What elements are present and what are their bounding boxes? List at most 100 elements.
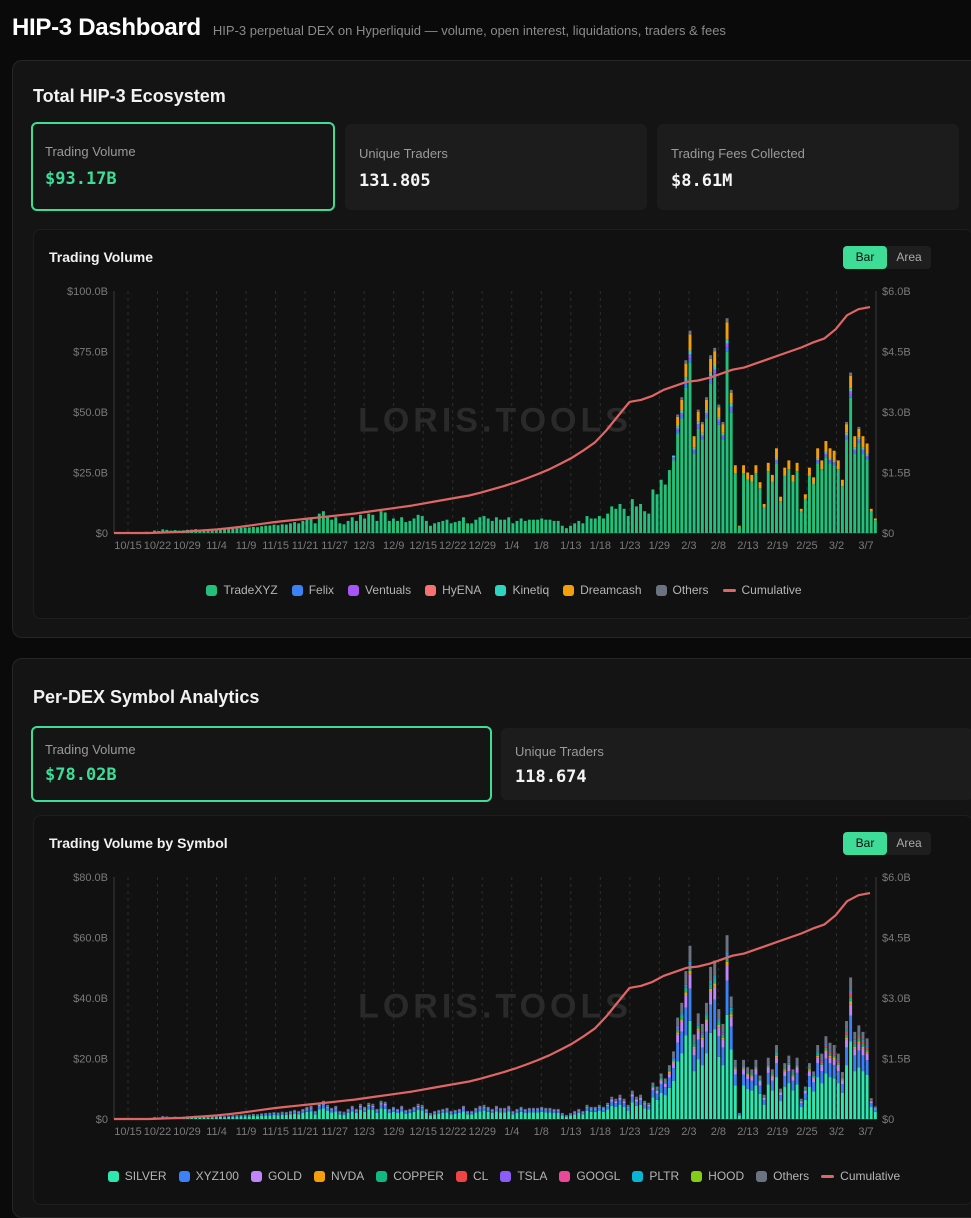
bar-segment-tradexyz	[425, 521, 428, 533]
bar-segment-ventuals	[853, 450, 856, 452]
bar-segment-silver	[227, 1117, 230, 1119]
bar-segment-others	[837, 1054, 840, 1060]
legend-swatch	[559, 1171, 570, 1182]
bar-segment-tsla	[730, 1009, 733, 1010]
chart-title: Trading Volume by Symbol	[49, 835, 228, 851]
bar-segment-others	[643, 1101, 646, 1103]
bar-segment-tradexyz	[824, 458, 827, 533]
bar-segment-gold	[705, 1022, 708, 1032]
bar-segment-pltr	[754, 1065, 757, 1066]
bar-segment-copper	[792, 1074, 795, 1076]
bar-segment-xyz100	[310, 1109, 313, 1112]
bar-segment-silver	[775, 1077, 778, 1119]
bar-segment-xyz100	[759, 1086, 762, 1094]
bar-segment-tsla	[787, 1062, 790, 1063]
bar-segment-others	[676, 1018, 679, 1027]
bar-segment-silver	[619, 1105, 622, 1119]
stat-card-trading-volume[interactable]: Trading Volume $93.17B	[31, 122, 335, 211]
bar-segment-xyz100	[824, 1059, 827, 1074]
bar-segment-others	[384, 1102, 387, 1104]
legend-item-tsla[interactable]: TSLA	[500, 1169, 547, 1183]
legend-item-felix[interactable]: Felix	[292, 583, 334, 597]
bar-segment-copper	[697, 1025, 700, 1028]
legend-item-pltr[interactable]: PLTR	[632, 1169, 679, 1183]
bar-segment-silver	[491, 1113, 494, 1119]
bar-segment-silver	[417, 1110, 420, 1119]
legend-item-kinetiq[interactable]: Kinetiq	[495, 583, 549, 597]
bar-segment-gold	[750, 1077, 753, 1081]
legend-item-tradexyz[interactable]: TradeXYZ	[206, 583, 277, 597]
watermark: LORIS.TOOLS	[358, 401, 632, 439]
bar-segment-silver	[215, 1117, 218, 1119]
legend-item-nvda[interactable]: NVDA	[314, 1169, 364, 1183]
legend-item-cumulative[interactable]: Cumulative	[821, 1169, 900, 1183]
bar-segment-gold	[734, 1070, 737, 1075]
bar-segment-gold	[466, 1112, 469, 1113]
bar-segment-others	[623, 1099, 626, 1101]
bar-segment-others	[746, 1067, 749, 1072]
bar-toggle-button[interactable]: Bar	[843, 832, 887, 855]
bar-segment-xyz100	[676, 1043, 679, 1062]
bar-segment-silver	[602, 1112, 605, 1119]
bar-segment-ventuals	[721, 435, 724, 437]
bar-segment-tsla	[820, 1060, 823, 1061]
legend-item-xyz100[interactable]: XYZ100	[179, 1169, 239, 1183]
bar-segment-xyz100	[380, 1105, 383, 1109]
bar-segment-dreamcash	[693, 436, 696, 448]
legend-item-silver[interactable]: SILVER	[108, 1169, 167, 1183]
bar-segment-ventuals	[862, 450, 865, 452]
bar-segment-kinetiq	[680, 411, 683, 414]
legend-item-hood[interactable]: HOOD	[691, 1169, 744, 1183]
bar-toggle-button[interactable]: Bar	[843, 246, 887, 269]
legend-item-others[interactable]: Others	[656, 583, 709, 597]
bar-segment-tradexyz	[347, 521, 350, 533]
bar-segment-kinetiq	[845, 433, 848, 435]
bar-segment-xyz100	[808, 1076, 811, 1087]
bar-segment-xyz100	[375, 1111, 378, 1113]
legend-item-dreamcash[interactable]: Dreamcash	[563, 583, 641, 597]
bar-segment-xyz100	[800, 1103, 803, 1107]
legend-item-gold[interactable]: GOLD	[251, 1169, 302, 1183]
bar-segment-copper	[734, 1067, 737, 1069]
bar-segment-tradexyz	[338, 523, 341, 533]
bar-segment-tradexyz	[804, 499, 807, 533]
stat-card-trading-fees[interactable]: Trading Fees Collected $8.61M	[657, 124, 959, 210]
bar-segment-dreamcash	[705, 400, 708, 411]
bar-segment-silver	[351, 1111, 354, 1119]
stat-card-unique-traders[interactable]: Unique Traders 131.805	[345, 124, 647, 210]
bar-segment-gold	[511, 1112, 514, 1113]
bar-segment-silver	[820, 1083, 823, 1119]
legend-item-hyena[interactable]: HyENA	[425, 583, 481, 597]
area-toggle-button[interactable]: Area	[887, 832, 931, 855]
bar-segment-tradexyz	[845, 439, 848, 533]
bar-segment-copper	[837, 1063, 840, 1065]
bar-segment-tradexyz	[841, 486, 844, 533]
legend-item-googl[interactable]: GOOGL	[559, 1169, 620, 1183]
legend-item-others[interactable]: Others	[756, 1169, 809, 1183]
bar-segment-others	[726, 935, 729, 952]
bar-segment-gold	[314, 1112, 317, 1113]
y-tick-label-left: $80.0B	[73, 872, 108, 884]
stat-card-symbol-unique-traders[interactable]: Unique Traders 118.674	[501, 728, 971, 800]
bar-segment-others	[598, 1105, 601, 1106]
bar-segment-gold	[857, 1043, 860, 1050]
legend-item-ventuals[interactable]: Ventuals	[348, 583, 411, 597]
bar-segment-ventuals	[717, 420, 720, 423]
legend-item-copper[interactable]: COPPER	[376, 1169, 444, 1183]
stat-card-symbol-trading-volume[interactable]: Trading Volume $78.02B	[31, 726, 492, 802]
area-toggle-button[interactable]: Area	[887, 246, 931, 269]
bar-segment-tradexyz	[602, 518, 605, 533]
legend-item-cumulative[interactable]: Cumulative	[723, 583, 802, 597]
bar-segment-xyz100	[812, 1082, 815, 1091]
bar-segment-xyz100	[697, 1040, 700, 1060]
x-tick-label: 1/8	[534, 1126, 549, 1138]
bar-segment-silver	[384, 1109, 387, 1119]
bar-segment-xyz100	[870, 1103, 873, 1107]
bar-segment-xyz100	[787, 1071, 790, 1083]
bar-segment-xyz100	[775, 1063, 778, 1077]
bar-segment-pltr	[705, 1014, 708, 1015]
bar-segment-tradexyz	[565, 528, 568, 533]
bar-segment-silver	[651, 1097, 654, 1119]
legend-item-cl[interactable]: CL	[456, 1169, 488, 1183]
x-tick-label: 12/22	[439, 1126, 467, 1138]
